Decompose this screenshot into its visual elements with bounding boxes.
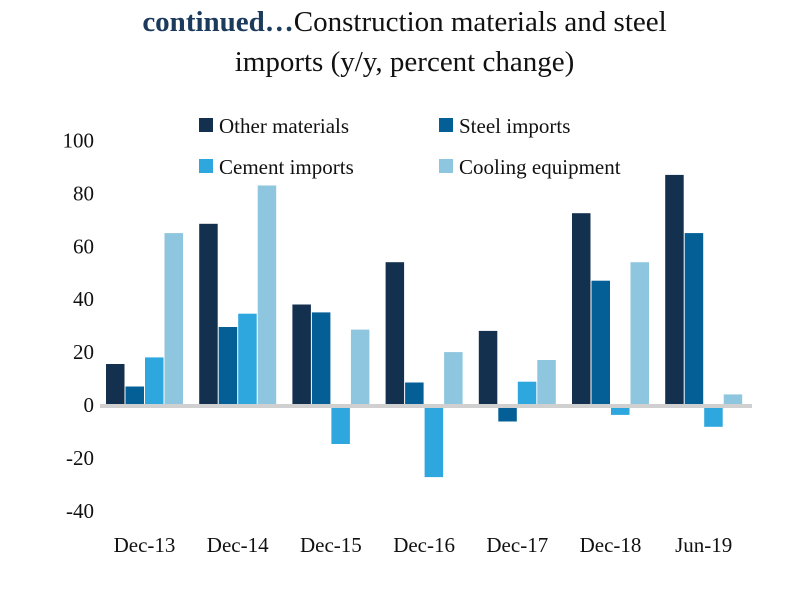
chart-title-lead: continued…: [142, 6, 294, 38]
bar-cooling-equipment-jun-19: [723, 394, 743, 405]
y-tick-label: 60: [73, 234, 94, 258]
chart-title: continued…Construction materials and ste…: [0, 2, 809, 82]
chart-title-line1: Construction materials and steel: [293, 6, 667, 38]
x-tick-label: Dec-17: [486, 533, 548, 557]
y-tick-label: 100: [63, 129, 95, 153]
legend-label: Cement imports: [219, 155, 354, 179]
x-axis-ticks: Dec-13 Dec-14 Dec-15 Dec-16 Dec-17 Dec-18 Jun-…: [114, 533, 733, 557]
bar-cement-imports-dec-13: [145, 357, 164, 405]
y-tick-label: 0: [84, 393, 95, 417]
bar-cooling-equipment-dec-17: [537, 360, 556, 405]
legend-swatch: [199, 159, 213, 173]
bar-steel-imports-jun-19: [684, 233, 704, 405]
bar-steel-imports-dec-18: [591, 280, 610, 405]
bar-other-materials-dec-16: [385, 262, 405, 405]
bar-cement-imports-dec-15: [331, 407, 350, 444]
bar-steel-imports-dec-14: [218, 327, 238, 405]
bar-steel-imports-dec-16: [405, 382, 424, 405]
bar-cooling-equipment-dec-15: [350, 329, 370, 405]
bar-cement-imports-dec-18: [611, 407, 630, 415]
bar-cement-imports-jun-19: [704, 407, 723, 427]
x-tick-label: Dec-13: [114, 533, 176, 557]
bar-other-materials-dec-15: [292, 304, 311, 405]
x-tick-label: Dec-18: [580, 533, 642, 557]
y-tick-label: 80: [73, 181, 94, 205]
bar-cooling-equipment-dec-16: [444, 352, 463, 405]
bar-steel-imports-dec-15: [311, 312, 331, 405]
legend: Other materials Steel imports Cement impor…: [199, 114, 621, 179]
x-tick-label: Dec-15: [300, 533, 362, 557]
legend-swatch: [439, 159, 453, 173]
y-tick-label: -20: [66, 446, 94, 470]
bar-cooling-equipment-dec-13: [164, 233, 183, 405]
bar-other-materials-dec-13: [106, 364, 125, 405]
bar-steel-imports-dec-13: [125, 386, 144, 405]
bar-steel-imports-dec-17: [498, 407, 517, 422]
legend-item: Other materials: [199, 114, 349, 138]
bars: [106, 174, 743, 478]
x-tick-label: Dec-14: [207, 533, 269, 557]
bar-cement-imports-dec-17: [517, 381, 537, 405]
chart-title-line2: imports (y/y, percent change): [234, 46, 575, 78]
y-tick-label: 20: [73, 340, 94, 364]
bar-cement-imports-dec-16: [424, 407, 444, 478]
x-tick-label: Jun-19: [675, 533, 732, 557]
bar-other-materials-dec-18: [572, 213, 591, 405]
legend-swatch: [199, 118, 213, 132]
bar-other-materials-dec-14: [199, 223, 218, 405]
y-axis-ticks: 100 80 60 40 20 0 -20 -40: [63, 129, 95, 523]
bar-other-materials-jun-19: [665, 174, 684, 405]
legend-swatch: [439, 118, 453, 132]
bar-cement-imports-dec-14: [238, 313, 257, 405]
bar-cooling-equipment-dec-18: [630, 262, 649, 405]
bar-other-materials-dec-17: [478, 330, 498, 405]
y-tick-label: 40: [73, 287, 94, 311]
legend-label: Steel imports: [459, 114, 570, 138]
legend-item: Steel imports: [439, 114, 570, 138]
legend-item: Cooling equipment: [439, 155, 621, 179]
legend-label: Cooling equipment: [459, 155, 621, 179]
legend-item: Cement imports: [199, 155, 354, 179]
x-tick-label: Dec-16: [393, 533, 455, 557]
bar-cooling-equipment-dec-14: [257, 185, 277, 405]
legend-label: Other materials: [219, 114, 349, 138]
y-tick-label: -40: [66, 499, 94, 523]
